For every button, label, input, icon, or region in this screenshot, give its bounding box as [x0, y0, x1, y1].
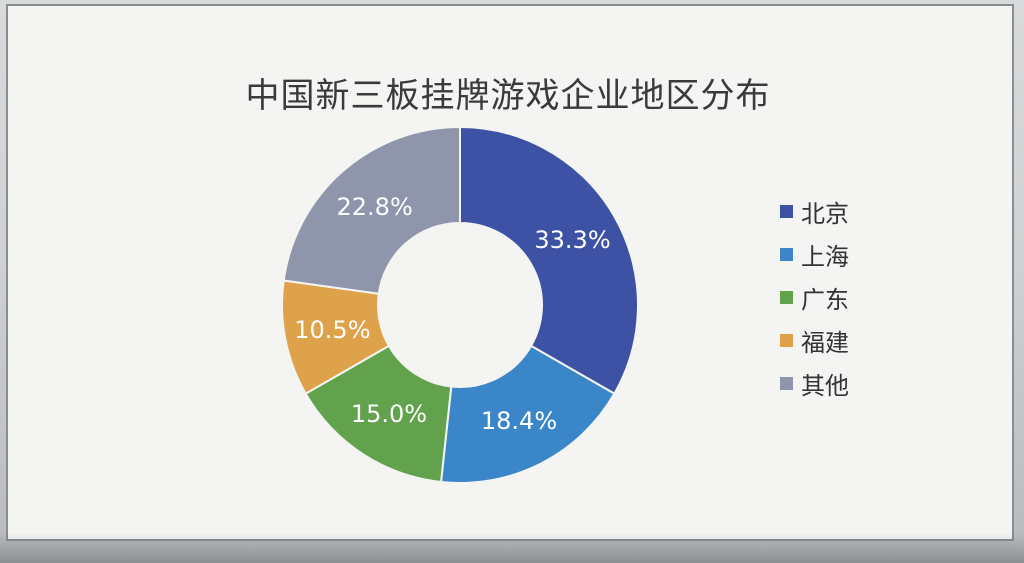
donut-slice-guangdong: [304, 344, 453, 484]
legend-swatch-fujian: [780, 334, 793, 347]
chart-title: 中国新三板挂牌游戏企业地区分布: [245, 76, 771, 116]
legend-label-shanghai: 上海: [801, 243, 849, 271]
legend-item-fujian: 福建: [780, 319, 849, 362]
legend-item-shanghai: 上海: [780, 233, 849, 276]
legend-label-guangdong: 广东: [801, 286, 849, 314]
chart-legend: 北京 上海 广东 福建 其他: [780, 190, 849, 405]
donut-chart: 33.3% 18.4% 15.0% 10.5% 22.8%: [281, 125, 639, 484]
legend-label-beijing: 北京: [801, 200, 849, 228]
donut-slice-beijing: [459, 125, 639, 396]
donut-slice-other: [282, 125, 461, 295]
data-label-other: 22.8%: [337, 193, 413, 221]
data-label-fujian: 10.5%: [294, 316, 370, 344]
photo-edge-shadow: [0, 533, 1024, 563]
data-label-guangdong: 15.0%: [351, 400, 427, 428]
legend-item-guangdong: 广东: [780, 276, 849, 319]
data-label-beijing: 33.3%: [534, 226, 610, 254]
legend-item-other: 其他: [780, 362, 849, 405]
data-label-shanghai: 18.4%: [481, 407, 557, 435]
legend-swatch-other: [780, 377, 793, 390]
legend-swatch-guangdong: [780, 291, 793, 304]
legend-item-beijing: 北京: [780, 190, 849, 233]
donut-slice-shanghai: [439, 344, 616, 484]
legend-swatch-beijing: [780, 205, 793, 218]
legend-label-other: 其他: [801, 372, 849, 400]
legend-label-fujian: 福建: [801, 329, 849, 357]
legend-swatch-shanghai: [780, 248, 793, 261]
